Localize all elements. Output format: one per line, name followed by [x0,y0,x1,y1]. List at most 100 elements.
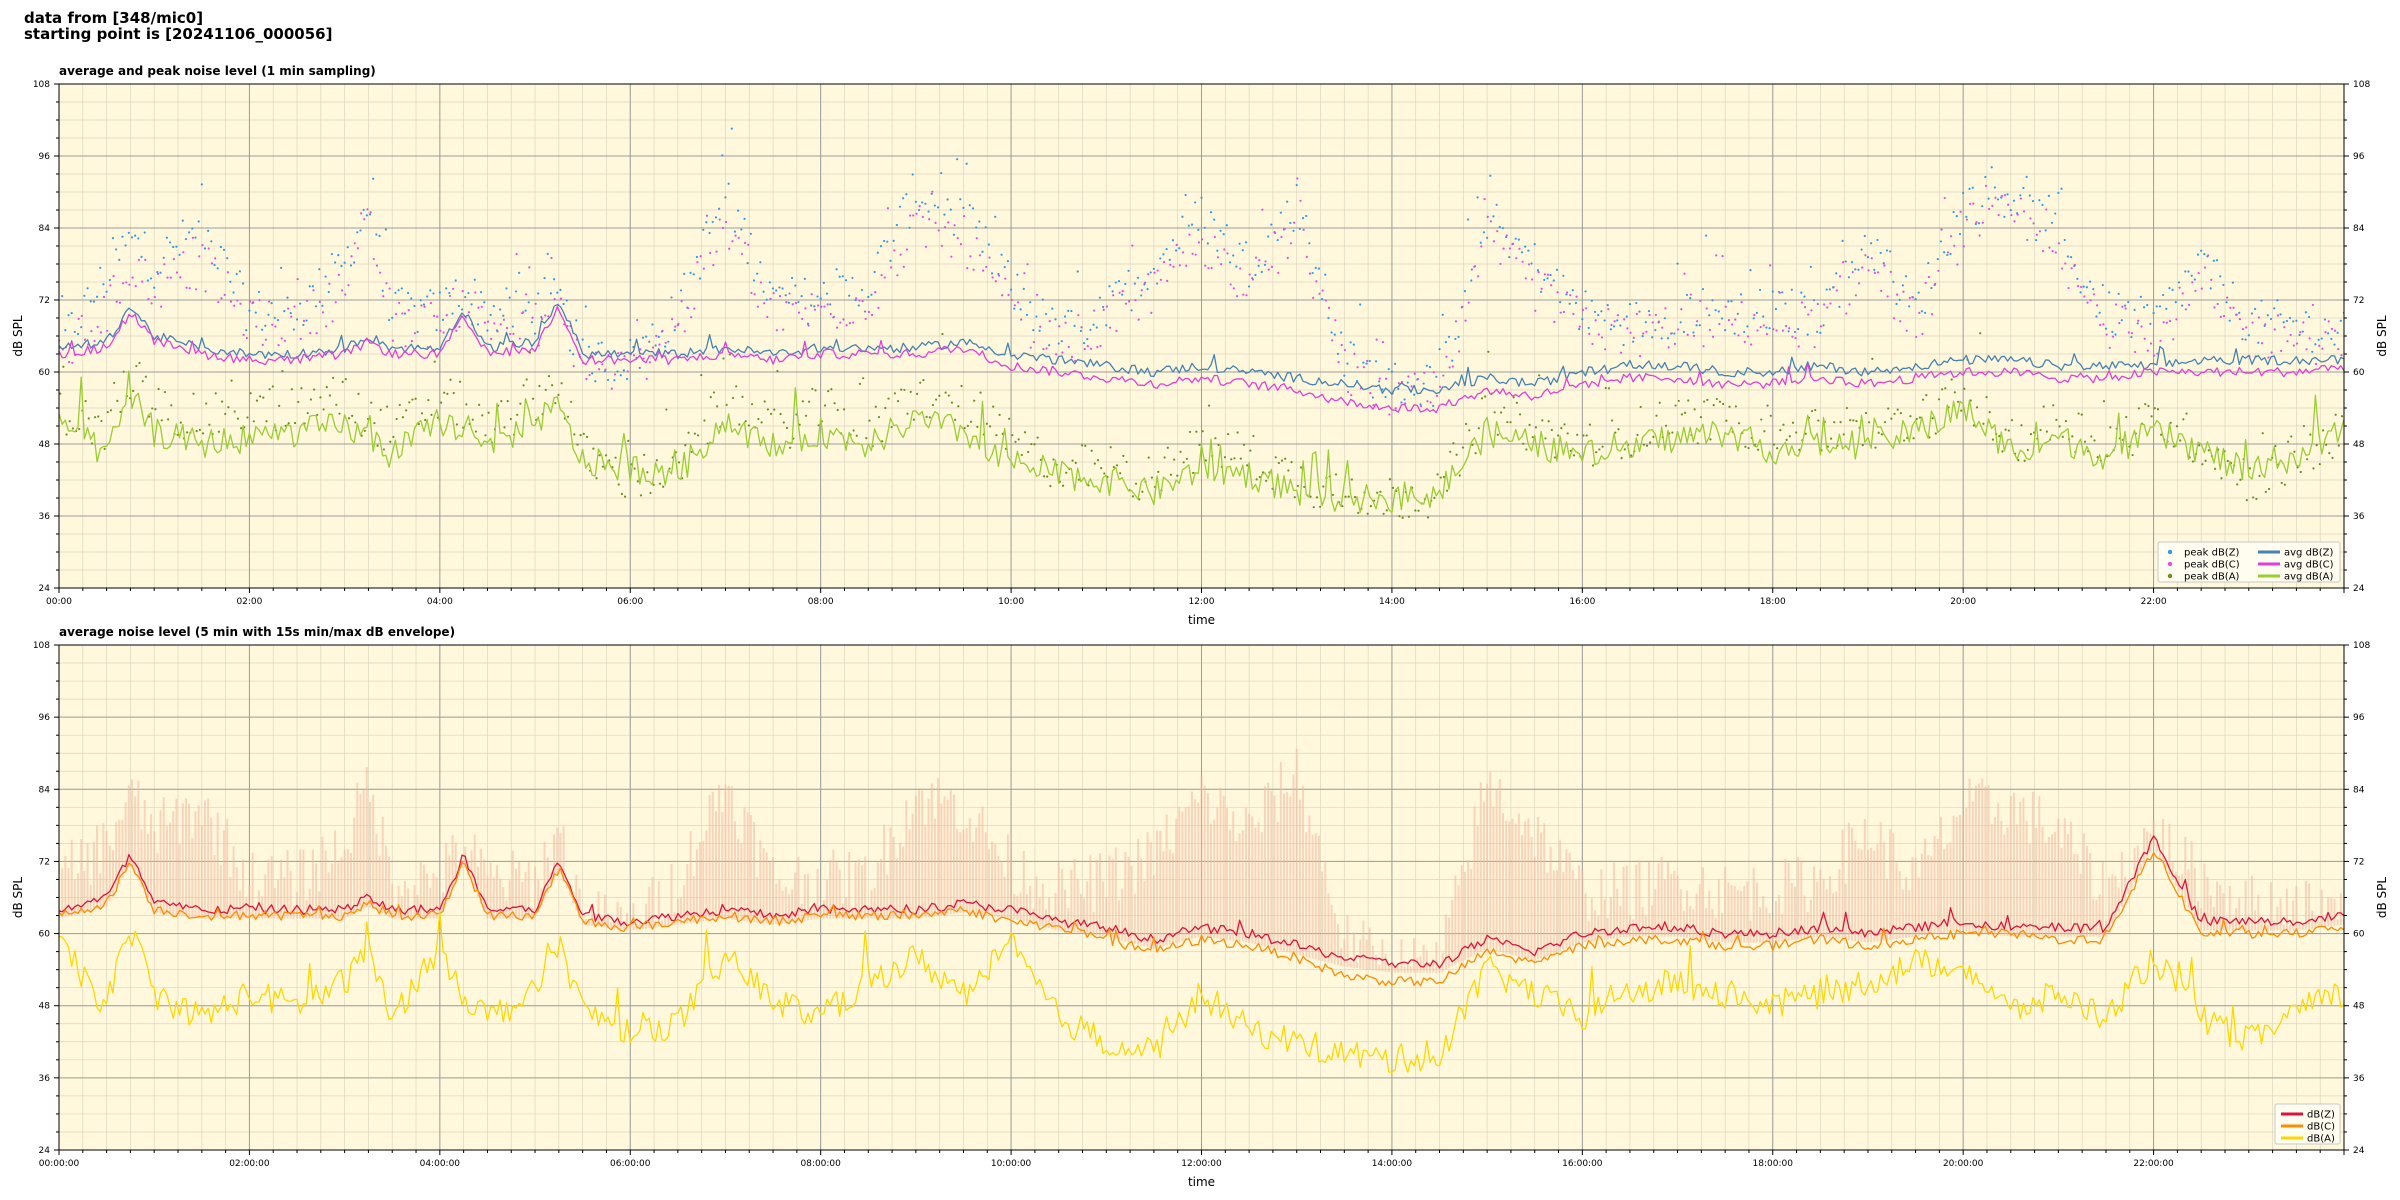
peak-point [1994,196,1997,199]
peak-point [233,410,236,413]
peak-point [1176,474,1179,477]
peak-point [1315,280,1318,283]
peak-point [744,420,747,423]
peak-point [2073,263,2076,267]
peak-point [1975,406,1979,409]
peak-point [769,412,773,415]
peak-point [1522,442,1525,445]
peak-point [1772,443,1776,446]
peak-point [290,388,293,391]
peak-point [115,300,118,303]
peak-point [299,302,302,305]
peak-point [1604,386,1607,390]
peak-point [1100,466,1103,470]
peak-point [306,411,309,415]
peak-point [1036,436,1039,439]
peak-point [988,256,991,259]
peak-point [1918,311,1921,314]
peak-point [1505,236,1508,239]
peak-point [1617,428,1620,431]
series-line-avg-db-c- [59,306,2344,414]
peak-point [160,419,163,422]
peak-point [1362,361,1365,364]
peak-point [651,323,654,326]
peak-point [734,234,737,237]
peak-point [2207,254,2210,257]
peak-point [1883,264,1886,267]
peak-point [883,276,886,279]
peak-point [1153,271,1156,274]
peak-point [1941,388,1944,391]
peak-point [78,427,81,431]
peak-point [1877,431,1880,434]
peak-point [1769,264,1772,267]
peak-point [1829,437,1833,440]
peak-point [1940,228,1943,231]
peak-point [1296,177,1299,180]
peak-point [935,398,938,401]
peak-point [668,467,671,470]
peak-point [1194,201,1197,204]
peak-point [372,177,375,180]
peak-point [893,392,896,395]
peak-point [1756,329,1759,332]
peak-point [500,400,503,403]
peak-point [1857,282,1861,285]
peak-point [2153,354,2156,357]
peak-point [184,237,188,241]
peak-point [324,275,327,278]
peak-point [97,415,100,418]
peak-point [150,302,153,305]
peak-point [1816,330,1819,333]
peak-point [230,379,233,382]
peak-point [1340,343,1343,347]
peak-point [1448,366,1451,369]
peak-point [458,325,461,328]
peak-point [1079,329,1083,333]
peak-point [867,310,870,314]
peak-point [1258,475,1261,479]
peak-point [1680,308,1683,311]
peak-point [557,393,560,396]
peak-point [1229,283,1232,286]
peak-point [1756,448,1760,451]
peak-point [1517,238,1520,241]
peak-point [405,409,408,412]
peak-point [203,247,207,250]
peak-point [559,288,562,291]
peak-point [2226,296,2229,299]
peak-point [1673,342,1677,345]
peak-point [1035,315,1038,318]
peak-point [302,323,305,327]
peak-point [835,268,838,271]
peak-point [1254,273,1257,277]
peak-point [2172,338,2175,341]
peak-point [699,255,702,258]
peak-point [2026,448,2029,452]
peak-point [1597,313,1600,317]
peak-point [1937,398,1941,401]
peak-point [1171,239,1175,242]
peak-point [1728,405,1731,408]
peak-point [1483,197,1486,201]
peak-point [113,381,116,385]
peak-point [290,315,293,318]
peak-point [1603,319,1606,322]
peak-point [1539,290,1543,293]
peak-point [406,291,410,295]
x-tick-label: 22:00:00 [2133,1159,2174,1169]
peak-point [1641,335,1644,338]
peak-point [1246,464,1249,467]
peak-point [1812,299,1816,302]
peak-point [116,399,119,402]
peak-point [1876,271,1880,274]
peak-point [1978,234,1981,237]
peak-point [2098,311,2101,314]
peak-point [857,304,860,307]
peak-point [2288,316,2292,320]
peak-point [379,271,382,274]
peak-point [1159,278,1162,281]
peak-point [911,173,914,176]
peak-point [1886,295,1889,298]
peak-point [975,226,978,229]
